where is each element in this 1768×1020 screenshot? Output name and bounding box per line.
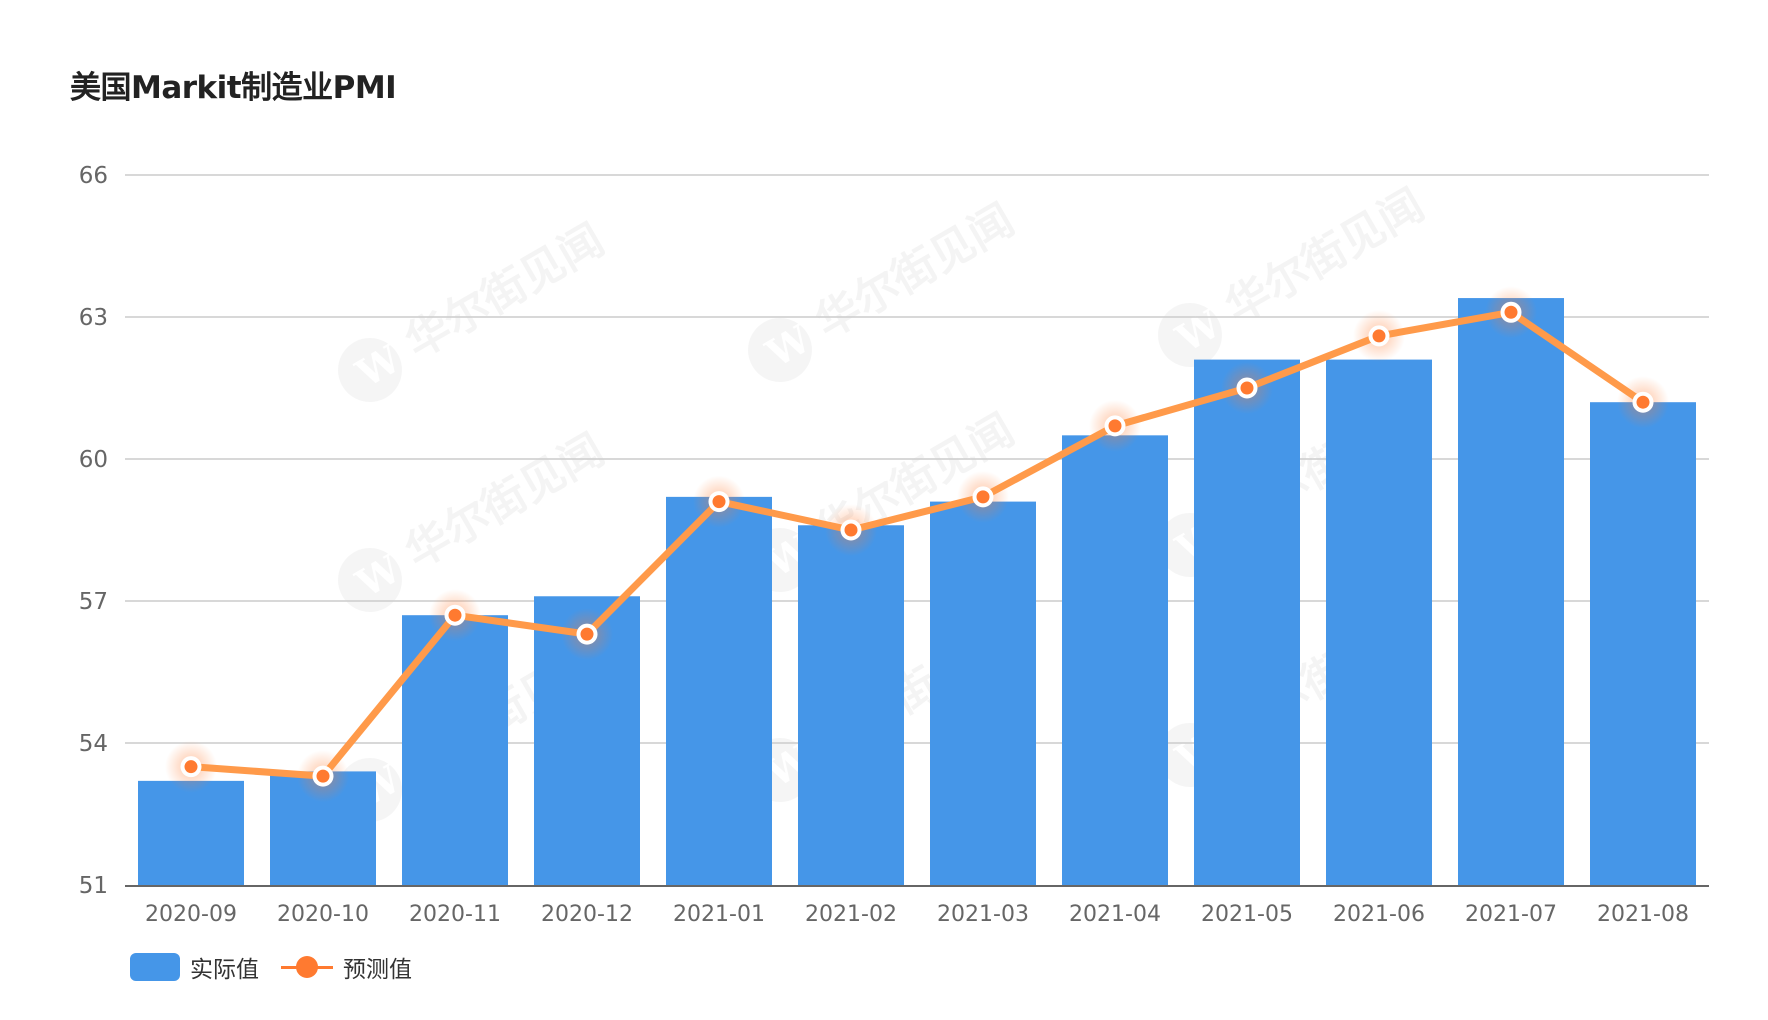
y-axis: 51 54 57 60 63 66 — [79, 163, 108, 899]
bar — [1326, 359, 1432, 886]
watermark-logo-icon — [1158, 303, 1222, 367]
data-point-marker — [840, 519, 862, 541]
bar — [666, 496, 772, 885]
watermark-text: 华尔街见闻 — [397, 214, 613, 368]
watermark-logo-icon — [338, 338, 402, 402]
x-tick-label: 2021-03 — [937, 902, 1029, 927]
line-series-forecast — [165, 286, 1669, 803]
x-tick-label: 2020-11 — [409, 902, 501, 927]
bar — [1062, 435, 1168, 885]
bar — [930, 501, 1036, 885]
watermark-logo-icon — [748, 318, 812, 382]
x-tick-label: 2021-07 — [1465, 902, 1557, 927]
bar — [798, 525, 904, 885]
line-marker-swatch-icon — [281, 953, 333, 981]
data-point-marker — [1368, 325, 1390, 347]
y-tick-label: 63 — [79, 305, 108, 331]
y-tick-label: 66 — [79, 163, 108, 189]
x-axis: 2020-09 2020-10 2020-11 2020-12 2021-01 2021-… — [125, 885, 1709, 927]
x-tick-label: 2020-12 — [541, 902, 633, 927]
data-point-marker — [1236, 377, 1258, 399]
bar — [1458, 298, 1564, 886]
x-tick-label: 2020-09 — [145, 902, 237, 927]
data-point-marker — [444, 604, 466, 626]
bar — [1194, 359, 1300, 886]
x-tick-label: 2021-01 — [673, 902, 765, 927]
data-point-marker — [1104, 415, 1126, 437]
legend-item-forecast[interactable]: 预测值 — [259, 950, 412, 984]
y-tick-label: 51 — [79, 873, 108, 899]
x-tick-label: 2021-06 — [1333, 902, 1425, 927]
data-point-marker — [1500, 301, 1522, 323]
data-point-marker — [576, 623, 598, 645]
data-point-marker — [1632, 391, 1654, 413]
legend-item-actual[interactable]: 实际值 — [130, 950, 259, 984]
watermark-text: 华尔街见闻 — [807, 194, 1023, 348]
forecast-line — [187, 308, 1647, 780]
bar — [138, 780, 244, 885]
data-point-marker — [180, 756, 202, 778]
bar — [1590, 402, 1696, 885]
x-tick-label: 2021-04 — [1069, 902, 1161, 927]
legend: 实际值 预测值 — [130, 950, 412, 984]
chart-title: 美国Markit制造业PMI — [70, 70, 397, 106]
data-point-marker — [708, 491, 730, 513]
gridlines — [125, 174, 1709, 744]
watermark-logo-icon — [338, 548, 402, 612]
x-tick-label: 2021-08 — [1597, 902, 1689, 927]
watermark-text: 华尔街见闻 — [1217, 179, 1433, 333]
data-point-marker — [312, 765, 334, 787]
x-tick-label: 2021-05 — [1201, 902, 1293, 927]
legend-label-forecast: 预测值 — [343, 957, 412, 983]
x-tick-label: 2021-02 — [805, 902, 897, 927]
watermark-text: 华尔街见闻 — [397, 424, 613, 578]
bar-series-actual — [138, 298, 1696, 886]
legend-label-actual: 实际值 — [190, 957, 259, 983]
y-tick-label: 60 — [79, 447, 108, 473]
data-point-marker — [972, 486, 994, 508]
bar-swatch-icon — [130, 953, 180, 981]
y-tick-label: 57 — [79, 589, 108, 615]
x-tick-label: 2020-10 — [277, 902, 369, 927]
y-tick-label: 54 — [79, 731, 108, 757]
